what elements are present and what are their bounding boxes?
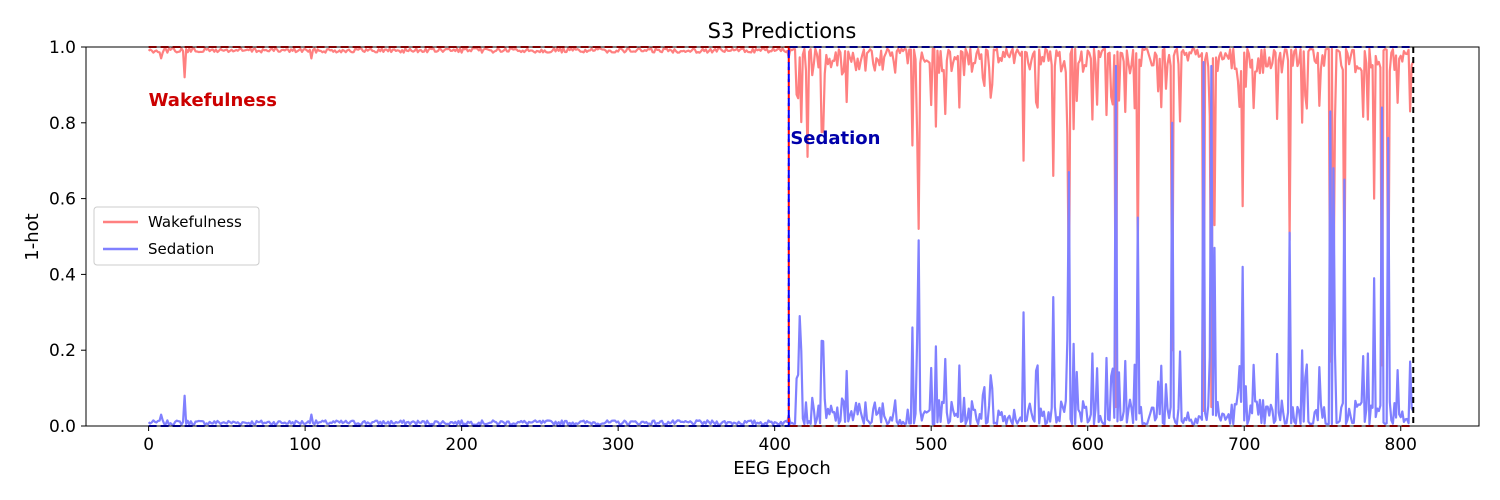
y-tick-label: 0.6 bbox=[49, 190, 76, 210]
chart-title: S3 Predictions bbox=[708, 19, 857, 43]
ground-truth-layer bbox=[148, 46, 1415, 427]
x-tick-label: 200 bbox=[445, 435, 477, 455]
y-tick-label: 0.0 bbox=[49, 417, 76, 437]
x-tick-label: 400 bbox=[758, 435, 790, 455]
x-tick-label: 100 bbox=[289, 435, 321, 455]
x-tick-label: 0 bbox=[143, 435, 154, 455]
series-line-sedation bbox=[147, 61, 1415, 426]
plot-frame bbox=[85, 46, 1480, 427]
ground-truth-wakefulness bbox=[148, 46, 1414, 427]
y-tick-label: 0.2 bbox=[49, 341, 76, 361]
legend-label-wakefulness: Wakefulness bbox=[148, 213, 242, 231]
annotation-layer: Wakefulness Sedation bbox=[149, 90, 881, 149]
x-tick-label: 700 bbox=[1228, 435, 1260, 455]
legend: Wakefulness Sedation bbox=[93, 206, 260, 266]
annotation-sedation: Sedation bbox=[790, 128, 880, 149]
y-axis-label: 1-hot bbox=[22, 213, 43, 260]
annotation-wakefulness: Wakefulness bbox=[149, 90, 277, 111]
legend-label-sedation: Sedation bbox=[148, 240, 214, 258]
x-tick-label: 300 bbox=[602, 435, 634, 455]
series-layer bbox=[147, 47, 1415, 426]
ground-truth-sedation bbox=[148, 46, 1414, 427]
x-axis: 0 100 200 300 400 500 600 700 800 bbox=[143, 426, 1417, 455]
series-line-wakefulness bbox=[147, 47, 1415, 412]
x-tick-label: 800 bbox=[1385, 435, 1417, 455]
x-tick-label: 500 bbox=[915, 435, 947, 455]
x-tick-label: 600 bbox=[1071, 435, 1103, 455]
y-axis: 0.0 0.2 0.4 0.6 0.8 1.0 bbox=[49, 38, 86, 437]
y-tick-label: 0.8 bbox=[49, 114, 76, 134]
plot-area bbox=[85, 46, 1480, 427]
y-tick-label: 1.0 bbox=[49, 38, 76, 58]
y-tick-label: 0.4 bbox=[49, 265, 76, 285]
x-axis-label: EEG Epoch bbox=[733, 458, 831, 479]
